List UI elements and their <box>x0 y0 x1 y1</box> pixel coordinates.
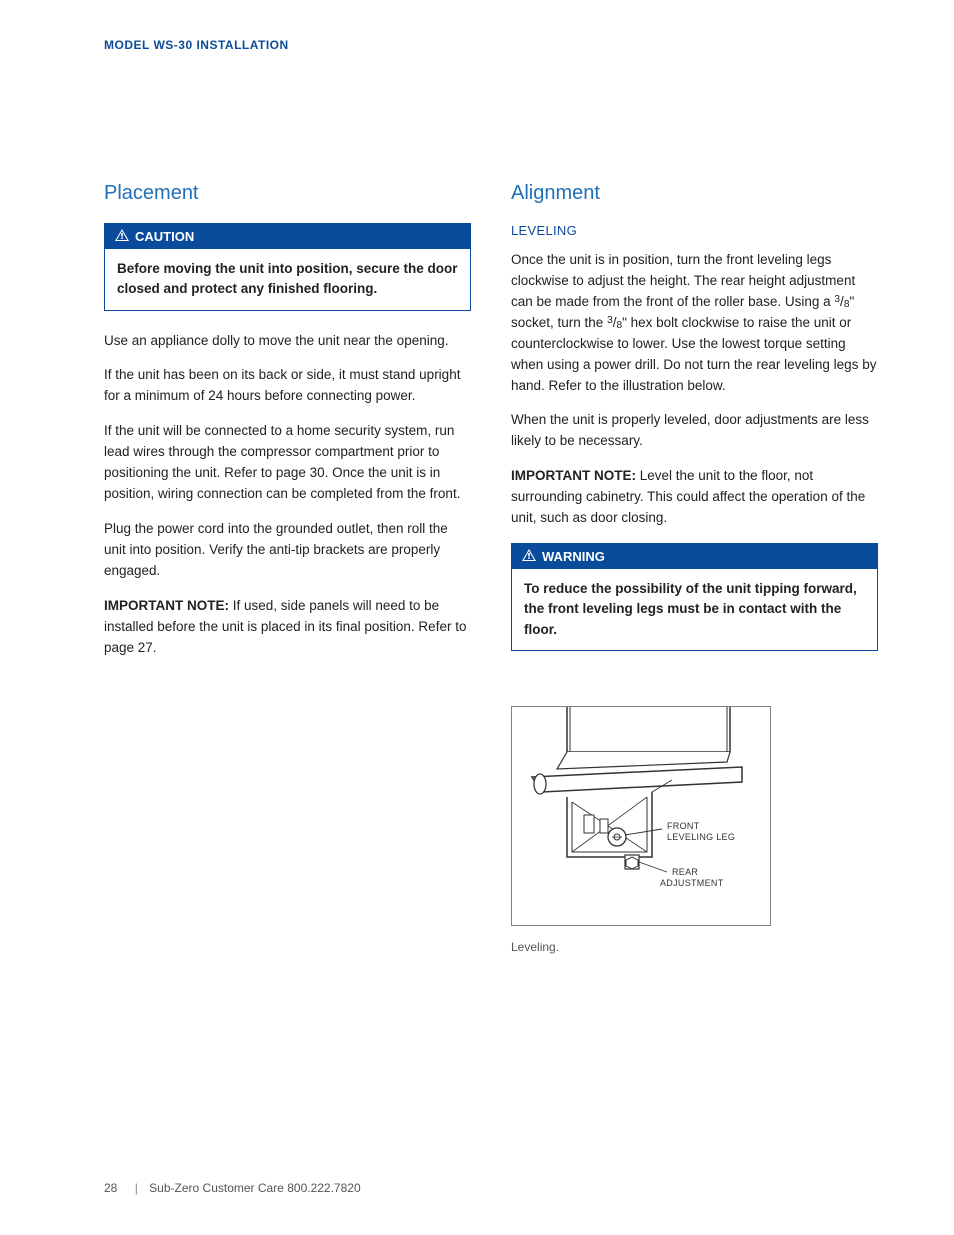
alignment-p3: IMPORTANT NOTE: Level the unit to the fl… <box>511 466 878 529</box>
warning-body: To reduce the possibility of the unit ti… <box>512 569 877 650</box>
fig-label-front-1: FRONT <box>667 821 700 831</box>
alignment-heading: Alignment <box>511 182 878 205</box>
figure-caption: Leveling. <box>511 940 878 954</box>
footer-divider: | <box>135 1181 138 1195</box>
page-header-model: MODEL WS-30 INSTALLATION <box>104 38 878 52</box>
warning-triangle-icon <box>115 229 129 244</box>
placement-p5-lead: IMPORTANT NOTE: <box>104 598 229 613</box>
fig-label-rear-2: ADJUSTMENT <box>660 878 724 888</box>
content-columns: Placement CAUTION Before moving the unit… <box>104 182 878 954</box>
placement-p4: Plug the power cord into the grounded ou… <box>104 519 471 582</box>
placement-heading: Placement <box>104 182 471 205</box>
warning-head: WARNING <box>512 544 877 569</box>
caution-head: CAUTION <box>105 224 470 249</box>
right-column: Alignment LEVELING Once the unit is in p… <box>511 182 878 954</box>
warning-box: WARNING To reduce the possibility of the… <box>511 543 878 651</box>
placement-p5: IMPORTANT NOTE: If used, side panels wil… <box>104 596 471 659</box>
fig-label-rear-1: REAR <box>672 867 698 877</box>
leveling-subhead: LEVELING <box>511 223 878 238</box>
left-column: Placement CAUTION Before moving the unit… <box>104 182 471 954</box>
frac-num-1: 3 <box>834 294 840 305</box>
placement-p3: If the unit will be connected to a home … <box>104 421 471 505</box>
alignment-p1: Once the unit is in position, turn the f… <box>511 250 878 396</box>
leveling-diagram-svg: FRONT LEVELING LEG REAR ADJUSTMENT <box>512 707 770 925</box>
warning-title: WARNING <box>542 549 605 564</box>
alignment-p3-lead: IMPORTANT NOTE: <box>511 468 636 483</box>
leveling-figure: FRONT LEVELING LEG REAR ADJUSTMENT <box>511 706 771 926</box>
frac-num-2: 3 <box>607 315 613 326</box>
caution-box: CAUTION Before moving the unit into posi… <box>104 223 471 311</box>
caution-body: Before moving the unit into position, se… <box>105 249 470 310</box>
placement-p2: If the unit has been on its back or side… <box>104 365 471 407</box>
alignment-p1a: Once the unit is in position, turn the f… <box>511 252 855 309</box>
warning-triangle-icon <box>522 549 536 564</box>
placement-p1: Use an appliance dolly to move the unit … <box>104 331 471 352</box>
caution-title: CAUTION <box>135 229 194 244</box>
footer-text: Sub-Zero Customer Care 800.222.7820 <box>149 1181 360 1195</box>
page-footer: 28 | Sub-Zero Customer Care 800.222.7820 <box>104 1181 361 1195</box>
fig-label-front-2: LEVELING LEG <box>667 832 735 842</box>
page-number: 28 <box>104 1181 117 1195</box>
alignment-p2: When the unit is properly leveled, door … <box>511 410 878 452</box>
